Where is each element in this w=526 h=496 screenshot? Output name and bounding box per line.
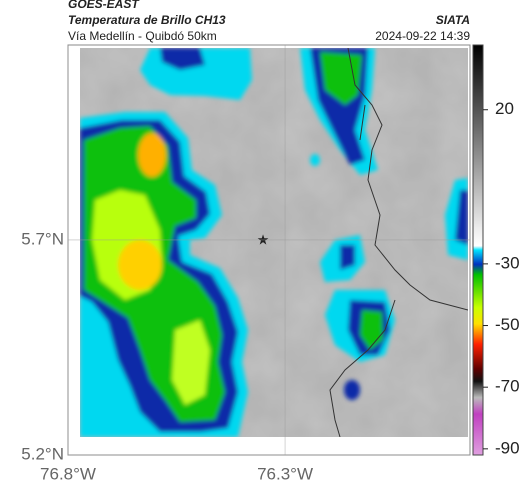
satellite-image: [80, 48, 468, 437]
x-tick-label: 76.8°W: [40, 464, 96, 483]
subtitle: Vía Medellín - Quibdó 50km: [68, 29, 217, 43]
colorbar-tick-label: -30: [495, 253, 520, 272]
colorbar-tick-label: -50: [495, 315, 520, 334]
source: SIATA: [436, 13, 470, 27]
colorbar: [472, 44, 484, 456]
agency: GOES-EAST: [68, 0, 140, 11]
y-tick-label: 5.7°N: [21, 229, 64, 248]
colorbar-tick-label: -90: [495, 438, 520, 457]
title: Temperatura de Brillo CH13: [68, 13, 226, 27]
colorbar-tick-label: 20: [495, 99, 514, 118]
y-tick-label: 5.2°N: [21, 444, 64, 463]
datetime: 2024-09-22 14:39: [375, 29, 470, 43]
x-tick-label: 76.3°W: [257, 464, 313, 483]
colorbar-tick-label: -70: [495, 377, 520, 396]
